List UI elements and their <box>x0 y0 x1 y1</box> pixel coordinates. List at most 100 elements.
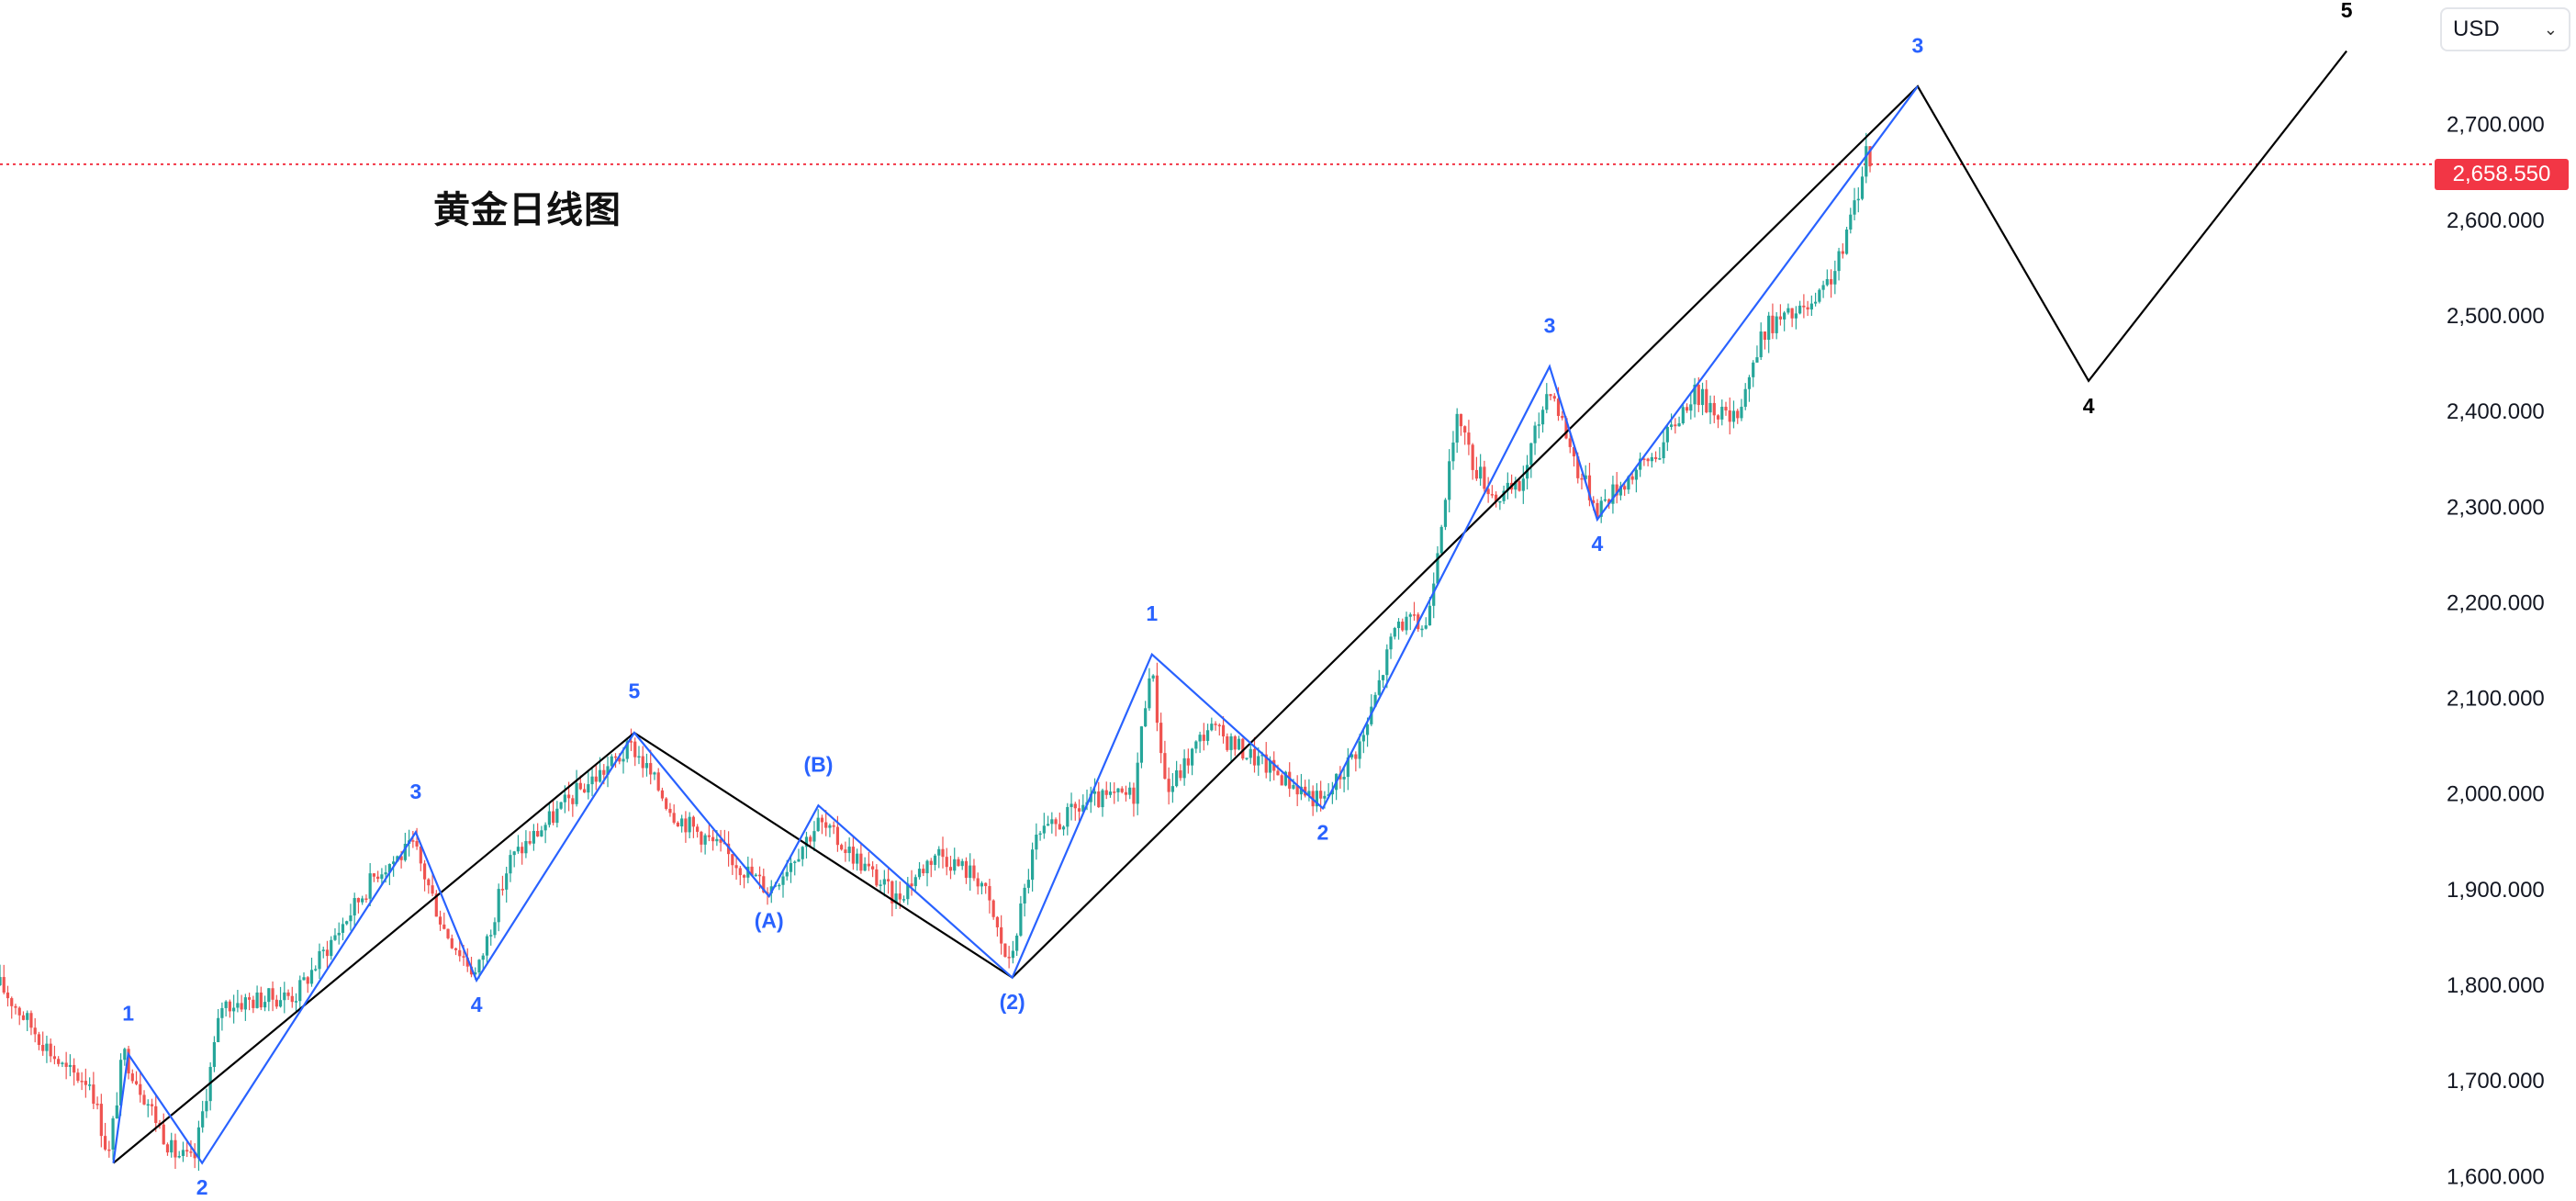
candle <box>629 728 633 751</box>
candle <box>672 804 676 825</box>
candle <box>867 851 870 871</box>
candle <box>1342 768 1346 792</box>
candle <box>314 965 318 971</box>
candle <box>847 837 851 862</box>
candle <box>1295 775 1299 806</box>
candle <box>1786 303 1790 315</box>
candle <box>641 746 644 778</box>
candle <box>115 1092 118 1119</box>
candle <box>88 1077 92 1091</box>
candle <box>80 1072 84 1091</box>
candle <box>684 811 688 843</box>
candle <box>851 836 855 870</box>
candle <box>45 1035 49 1063</box>
candle <box>1210 717 1214 732</box>
candle <box>481 953 485 970</box>
candle <box>1070 792 1073 821</box>
candle <box>948 856 953 880</box>
candle <box>1175 760 1179 788</box>
candle <box>734 857 738 881</box>
candle <box>380 868 384 886</box>
candle <box>1865 132 1868 184</box>
candle <box>953 847 957 875</box>
candle <box>427 878 431 894</box>
candle <box>1681 403 1685 425</box>
candle <box>856 848 859 871</box>
candle <box>489 929 493 946</box>
candle <box>438 910 442 931</box>
candle <box>524 830 528 859</box>
candle <box>625 737 629 763</box>
candle <box>1436 545 1439 586</box>
candle <box>1763 331 1767 350</box>
candle <box>1144 701 1148 727</box>
price-axis-tick-label: 2,500.000 <box>2447 304 2545 329</box>
candle <box>29 1010 33 1036</box>
candle <box>913 874 917 893</box>
candle <box>512 850 516 868</box>
candle <box>212 1036 217 1072</box>
candle <box>243 993 247 1021</box>
candle <box>1035 823 1038 860</box>
candle <box>1217 723 1221 736</box>
candle <box>162 1113 165 1145</box>
candle <box>547 803 551 828</box>
candle <box>1221 716 1226 744</box>
candle <box>656 768 660 792</box>
price-axis[interactable]: 1,600.000 1,700.000 1,800.000 1,900.000 2,00… <box>2447 113 2545 1190</box>
candle <box>890 880 894 916</box>
currency-select[interactable]: USD ⌄ <box>2440 7 2570 51</box>
candle <box>1330 781 1334 804</box>
candle <box>726 831 731 867</box>
candle <box>330 936 333 960</box>
candle <box>1058 812 1061 830</box>
candle <box>875 864 879 888</box>
candle <box>497 883 500 932</box>
candle <box>1451 431 1455 470</box>
candle <box>637 746 641 765</box>
candle <box>844 841 847 862</box>
candle <box>1108 781 1113 798</box>
candle <box>1031 842 1035 892</box>
candle <box>871 861 875 878</box>
candle <box>1767 311 1771 354</box>
candle <box>1587 463 1592 507</box>
candle <box>431 872 434 897</box>
candle <box>980 881 984 895</box>
candle <box>552 799 555 825</box>
candle <box>177 1150 181 1159</box>
candle <box>1061 825 1066 836</box>
candle <box>840 843 844 851</box>
candle <box>1081 794 1085 814</box>
candle <box>1381 674 1385 689</box>
price-axis-tick-label: 1,900.000 <box>2447 878 2545 903</box>
candle <box>1405 612 1408 635</box>
candle <box>828 823 832 837</box>
candle <box>1214 721 1217 731</box>
candle <box>1759 322 1763 361</box>
candle <box>1026 869 1030 894</box>
candle <box>1361 727 1365 754</box>
candle <box>364 894 368 904</box>
candle <box>731 854 734 875</box>
candle <box>325 940 330 969</box>
candle <box>134 1071 139 1086</box>
candle <box>0 964 2 987</box>
candle <box>1066 803 1070 836</box>
candle <box>1552 393 1556 402</box>
candle <box>863 857 867 871</box>
candle <box>719 829 722 852</box>
candle <box>1798 300 1802 315</box>
candle <box>1307 779 1311 802</box>
candle <box>1455 408 1459 454</box>
candle <box>170 1132 174 1158</box>
candle <box>789 855 793 883</box>
candle <box>6 985 10 1007</box>
last-price-tag: 2,658.550 <box>2435 159 2569 190</box>
candle <box>1179 764 1182 781</box>
candle <box>64 1051 68 1080</box>
candle <box>1743 383 1747 410</box>
candle <box>700 830 703 853</box>
candle <box>1521 466 1525 504</box>
